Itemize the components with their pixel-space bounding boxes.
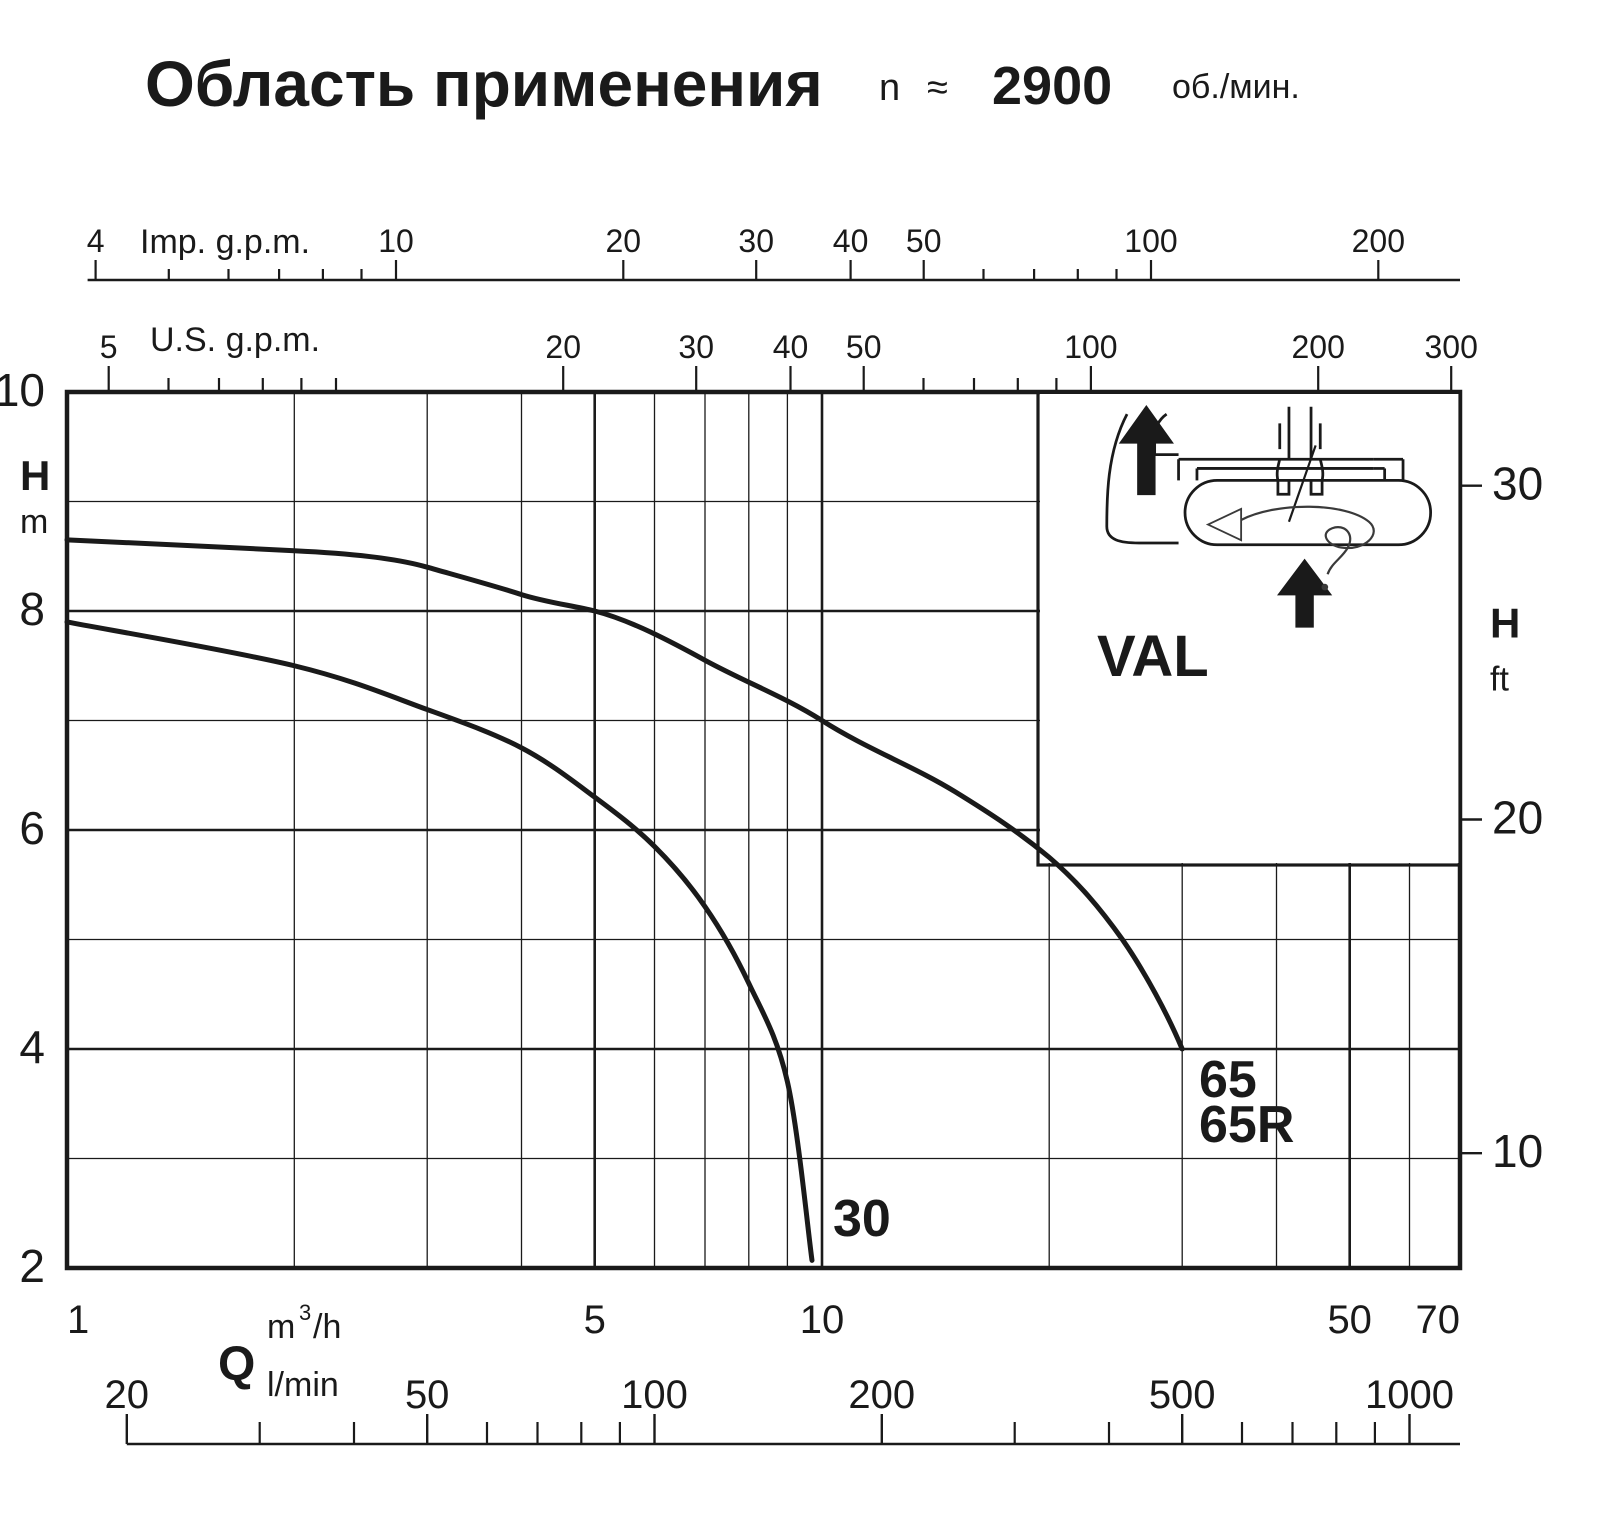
svg-text:100: 100 xyxy=(1064,329,1117,365)
svg-text:30: 30 xyxy=(738,223,774,259)
svg-text:30: 30 xyxy=(678,329,714,365)
svg-text:m: m xyxy=(20,503,48,541)
svg-text:Imp. g.p.m.: Imp. g.p.m. xyxy=(140,223,310,261)
svg-text:1000: 1000 xyxy=(1365,1373,1454,1417)
svg-text:2: 2 xyxy=(19,1240,45,1292)
svg-text:1: 1 xyxy=(67,1298,89,1342)
svg-text:H: H xyxy=(20,452,50,499)
svg-text:50: 50 xyxy=(405,1373,450,1417)
svg-text:50: 50 xyxy=(1327,1298,1372,1342)
svg-text:30: 30 xyxy=(833,1190,891,1248)
svg-text:ft: ft xyxy=(1490,661,1509,699)
svg-text:10: 10 xyxy=(378,223,414,259)
svg-text:200: 200 xyxy=(1352,223,1405,259)
svg-text:30: 30 xyxy=(1492,458,1543,510)
svg-text:об./мин.: об./мин. xyxy=(1172,68,1300,106)
svg-text:50: 50 xyxy=(846,329,882,365)
svg-text:500: 500 xyxy=(1149,1373,1216,1417)
svg-text:3: 3 xyxy=(299,1300,311,1325)
svg-text:8: 8 xyxy=(19,583,45,635)
svg-text:70: 70 xyxy=(1416,1298,1461,1342)
svg-text:20: 20 xyxy=(606,223,642,259)
svg-text:m: m xyxy=(267,1308,295,1346)
svg-text:≈: ≈ xyxy=(927,67,948,109)
svg-text:4: 4 xyxy=(87,223,105,259)
svg-text:200: 200 xyxy=(1292,329,1345,365)
svg-text:H: H xyxy=(1490,600,1520,647)
svg-text:100: 100 xyxy=(621,1373,688,1417)
svg-text:10: 10 xyxy=(1492,1125,1543,1177)
svg-text:200: 200 xyxy=(848,1373,915,1417)
svg-text:5: 5 xyxy=(584,1298,606,1342)
svg-text:Область применения: Область применения xyxy=(145,48,823,120)
svg-text:40: 40 xyxy=(833,223,869,259)
svg-text:20: 20 xyxy=(1492,792,1543,844)
svg-text:2900: 2900 xyxy=(992,56,1112,116)
svg-text:U.S. g.p.m.: U.S. g.p.m. xyxy=(150,321,320,359)
svg-text:20: 20 xyxy=(545,329,581,365)
svg-text:VAL: VAL xyxy=(1097,624,1209,689)
svg-text:50: 50 xyxy=(906,223,942,259)
svg-text:Q: Q xyxy=(218,1338,255,1391)
svg-text:5: 5 xyxy=(100,329,118,365)
svg-text:/h: /h xyxy=(313,1308,341,1346)
svg-text:n: n xyxy=(879,67,900,109)
svg-text:40: 40 xyxy=(773,329,809,365)
svg-text:6: 6 xyxy=(19,802,45,854)
svg-text:4: 4 xyxy=(19,1021,45,1073)
svg-text:10: 10 xyxy=(800,1298,845,1342)
svg-text:300: 300 xyxy=(1425,329,1478,365)
svg-text:65R: 65R xyxy=(1199,1096,1294,1154)
svg-text:10: 10 xyxy=(0,364,45,416)
svg-text:20: 20 xyxy=(105,1373,150,1417)
svg-text:l/min: l/min xyxy=(267,1366,339,1404)
svg-text:100: 100 xyxy=(1124,223,1177,259)
